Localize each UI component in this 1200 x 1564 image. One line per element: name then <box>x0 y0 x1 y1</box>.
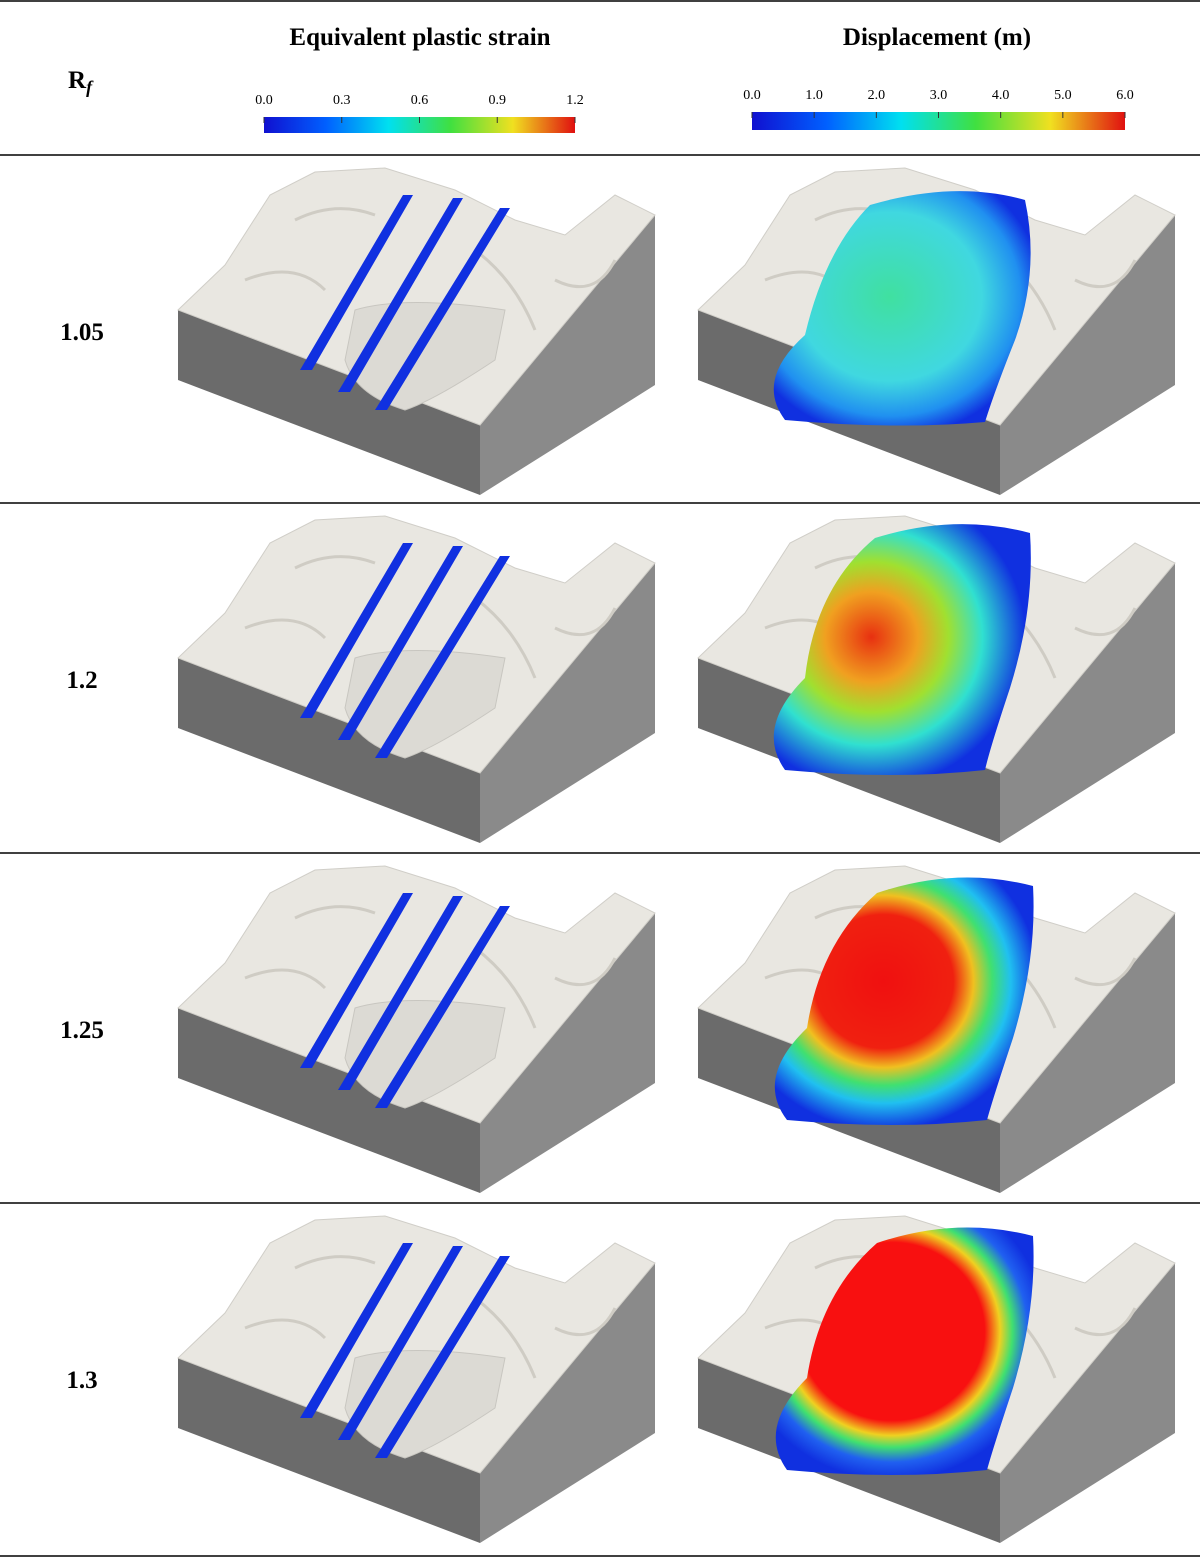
displacement-field <box>775 1227 1034 1475</box>
colorbar-tick-label: 1.2 <box>566 93 584 108</box>
displacement-contour <box>774 877 1034 1125</box>
colorbar-tick-label: 4.0 <box>992 88 1010 103</box>
colorbar-tick-label: 0.6 <box>411 93 429 108</box>
displacement-field <box>774 877 1034 1125</box>
colorbar <box>752 112 1125 130</box>
rf-value: 1.3 <box>66 1367 97 1394</box>
displacement-contour <box>773 524 1031 775</box>
rf-value: 1.05 <box>60 319 104 346</box>
colorbar-tick-label: 0.0 <box>743 88 761 103</box>
colorbar-tick-label: 1.0 <box>805 88 823 103</box>
displacement-contour <box>775 1227 1034 1475</box>
colorbar-tick-label: 5.0 <box>1054 88 1072 103</box>
rf-label: Rf <box>68 67 94 97</box>
displacement-field <box>773 191 1031 426</box>
colorbar-tick-label: 0.3 <box>333 93 351 108</box>
colorbar-tick-label: 3.0 <box>930 88 948 103</box>
displacement-contour <box>773 191 1031 426</box>
displacement-field <box>773 524 1031 775</box>
column-title: Equivalent plastic strain <box>289 24 550 51</box>
colorbar-tick-label: 6.0 <box>1116 88 1134 103</box>
colorbar-tick-label: 2.0 <box>868 88 886 103</box>
colorbar-tick-label: 0.9 <box>489 93 507 108</box>
colorbar-tick-label: 0.0 <box>255 93 273 108</box>
rf-value: 1.25 <box>60 1017 104 1044</box>
rf-value: 1.2 <box>66 667 97 694</box>
panels <box>176 166 1177 1545</box>
column-title: Displacement (m) <box>843 24 1031 51</box>
